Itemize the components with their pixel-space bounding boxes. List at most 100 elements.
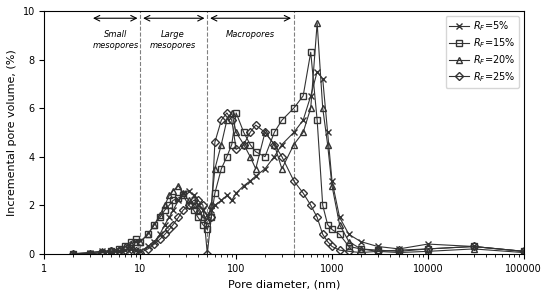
$R_F$=20% bbox=[218, 143, 225, 146]
$R_F$=25% bbox=[175, 215, 182, 219]
$R_F$=5% bbox=[200, 208, 206, 212]
$R_F$=20% bbox=[99, 250, 105, 253]
$R_F$=5% bbox=[208, 208, 215, 212]
$R_F$=25% bbox=[262, 131, 268, 134]
Text: Large
mesopores: Large mesopores bbox=[150, 30, 196, 50]
$R_F$=5% bbox=[223, 194, 230, 197]
$R_F$=20% bbox=[278, 167, 285, 170]
$R_F$=15% bbox=[99, 251, 105, 254]
$R_F$=5% bbox=[161, 223, 168, 226]
$R_F$=20% bbox=[357, 247, 364, 251]
$R_F$=20% bbox=[233, 131, 239, 134]
$R_F$=15% bbox=[161, 208, 168, 212]
$R_F$=20% bbox=[520, 251, 527, 254]
$R_F$=5% bbox=[357, 240, 364, 243]
$R_F$=5% bbox=[278, 143, 285, 146]
$R_F$=15% bbox=[396, 250, 402, 253]
$R_F$=20% bbox=[300, 131, 306, 134]
$R_F$=20% bbox=[151, 223, 158, 226]
$R_F$=25% bbox=[337, 248, 343, 252]
$R_F$=25% bbox=[223, 111, 230, 115]
$R_F$=5% bbox=[228, 199, 235, 202]
$R_F$=15% bbox=[116, 247, 122, 251]
$R_F$=20% bbox=[87, 251, 93, 254]
$R_F$=15% bbox=[345, 245, 352, 248]
$R_F$=25% bbox=[247, 131, 254, 134]
$R_F$=15% bbox=[329, 228, 335, 231]
$R_F$=20% bbox=[247, 155, 254, 158]
$R_F$=15% bbox=[253, 150, 259, 154]
$R_F$=5% bbox=[271, 155, 278, 158]
$R_F$=5% bbox=[396, 247, 402, 251]
$R_F$=20% bbox=[228, 111, 235, 115]
$R_F$=5% bbox=[170, 208, 176, 212]
$R_F$=15% bbox=[128, 240, 135, 243]
$R_F$=20% bbox=[262, 131, 268, 134]
$R_F$=20% bbox=[271, 143, 278, 146]
$R_F$=5% bbox=[180, 191, 187, 195]
$R_F$=15% bbox=[357, 247, 364, 251]
$R_F$=20% bbox=[253, 167, 259, 170]
$R_F$=15% bbox=[228, 143, 235, 146]
$R_F$=15% bbox=[87, 252, 93, 255]
$R_F$=25% bbox=[87, 252, 93, 255]
$R_F$=25% bbox=[211, 140, 218, 144]
$R_F$=25% bbox=[122, 248, 129, 252]
$R_F$=25% bbox=[314, 215, 321, 219]
$R_F$=20% bbox=[180, 191, 187, 195]
$R_F$=5% bbox=[70, 252, 77, 255]
$R_F$=20% bbox=[337, 223, 343, 226]
$R_F$=5% bbox=[186, 189, 192, 192]
$R_F$=25% bbox=[396, 248, 402, 252]
$R_F$=5% bbox=[424, 242, 431, 246]
$R_F$=15% bbox=[108, 250, 115, 253]
$R_F$=15% bbox=[151, 223, 158, 226]
$R_F$=25% bbox=[228, 118, 235, 122]
$R_F$=20% bbox=[186, 199, 192, 202]
$R_F$=25% bbox=[186, 203, 192, 207]
$R_F$=5% bbox=[116, 250, 122, 253]
$R_F$=5% bbox=[253, 174, 259, 178]
$R_F$=25% bbox=[218, 118, 225, 122]
$R_F$=15% bbox=[208, 215, 215, 219]
$R_F$=25% bbox=[151, 242, 158, 246]
$R_F$=25% bbox=[191, 199, 197, 202]
$R_F$=20% bbox=[396, 251, 402, 254]
$R_F$=15% bbox=[247, 143, 254, 146]
$R_F$=25% bbox=[290, 179, 297, 183]
$R_F$=25% bbox=[180, 208, 187, 212]
$R_F$=25% bbox=[208, 215, 215, 219]
$R_F$=15% bbox=[170, 199, 176, 202]
$R_F$=5% bbox=[307, 94, 314, 98]
$R_F$=20% bbox=[137, 240, 144, 243]
$R_F$=15% bbox=[195, 215, 201, 219]
$R_F$=25% bbox=[137, 251, 144, 254]
$R_F$=5% bbox=[195, 203, 201, 207]
$R_F$=15% bbox=[200, 223, 206, 226]
$R_F$=20% bbox=[128, 242, 135, 246]
$R_F$=20% bbox=[329, 184, 335, 188]
Text: Macropores: Macropores bbox=[226, 30, 274, 39]
$R_F$=25% bbox=[470, 245, 477, 248]
$R_F$=15% bbox=[278, 118, 285, 122]
$R_F$=5% bbox=[233, 191, 239, 195]
$R_F$=20% bbox=[290, 143, 297, 146]
$R_F$=25% bbox=[195, 199, 201, 202]
$R_F$=15% bbox=[133, 237, 139, 241]
$R_F$=20% bbox=[307, 106, 314, 110]
$R_F$=15% bbox=[374, 248, 381, 252]
Line: $R_F$=15%: $R_F$=15% bbox=[70, 49, 526, 257]
$R_F$=25% bbox=[99, 251, 105, 254]
Line: $R_F$=5%: $R_F$=5% bbox=[70, 68, 527, 257]
$R_F$=20% bbox=[374, 250, 381, 253]
$R_F$=5% bbox=[329, 179, 335, 183]
$R_F$=25% bbox=[320, 233, 326, 236]
$R_F$=15% bbox=[156, 215, 163, 219]
$R_F$=15% bbox=[290, 106, 297, 110]
$R_F$=25% bbox=[233, 148, 239, 151]
$R_F$=15% bbox=[520, 250, 527, 253]
$R_F$=5% bbox=[247, 179, 254, 183]
$R_F$=20% bbox=[424, 250, 431, 253]
$R_F$=25% bbox=[70, 252, 77, 255]
$R_F$=5% bbox=[87, 251, 93, 254]
